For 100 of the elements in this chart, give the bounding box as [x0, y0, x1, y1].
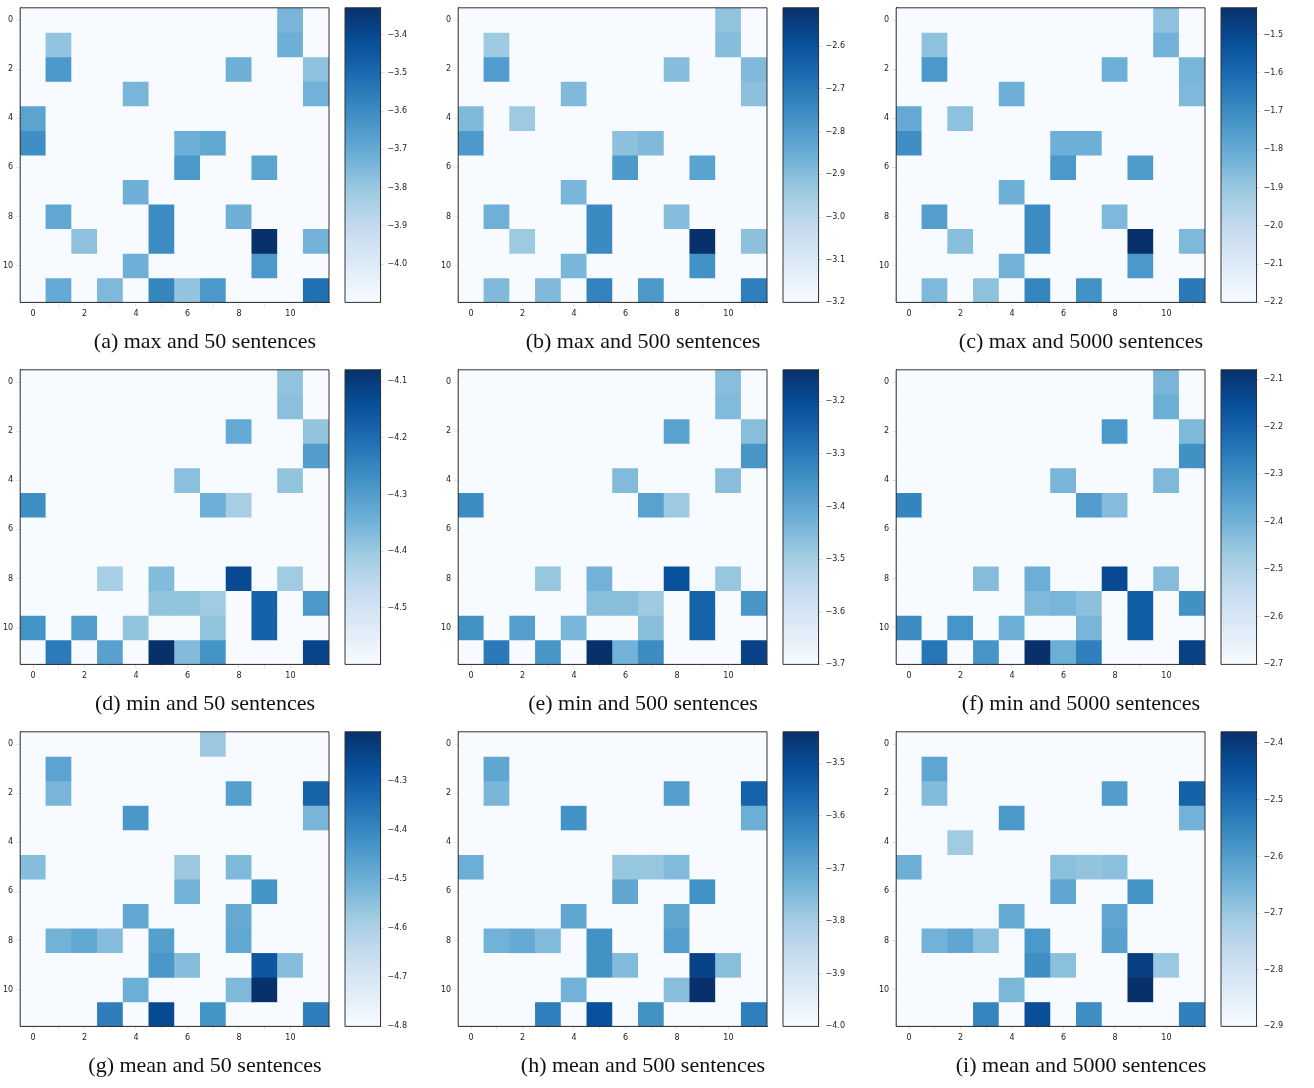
text: (c) max and 5000 sentences	[957, 328, 1205, 354]
color-bar-label: −3.7	[825, 659, 846, 669]
y-tick-label: 8	[8, 573, 14, 583]
x-tick-label: 4	[1009, 671, 1015, 681]
color-bar-label: −2.4	[1263, 516, 1284, 526]
y-tick-label: 4	[446, 475, 452, 485]
y-tick-label: 10	[878, 260, 890, 270]
x-tick-label: 4	[133, 1033, 139, 1043]
y-tick-label: 0	[8, 377, 14, 387]
color-bar-label: −2.8	[825, 126, 846, 136]
x-tick-label: 0	[468, 671, 474, 681]
color-bar-label: −2.5	[1263, 794, 1284, 804]
y-tick-label: 2	[884, 64, 890, 74]
x-tick-label: 10	[723, 1033, 734, 1043]
color-bar-label: −3.7	[387, 144, 408, 154]
x-tick-label: 6	[1060, 309, 1066, 319]
color-bar-label: −2.6	[1263, 851, 1284, 861]
x-tick-label: 2	[957, 671, 964, 681]
color-bar-label: −3.5	[825, 758, 846, 768]
y-tick-label: 0	[884, 15, 890, 25]
x-tick-label: 4	[571, 671, 577, 681]
color-bar-label: −2.7	[1263, 659, 1284, 669]
y-tick-label: 10	[878, 984, 890, 994]
y-tick-label: 2	[446, 64, 452, 74]
color-bar-label: −3.6	[387, 106, 408, 116]
x-tick-label: 8	[674, 1033, 680, 1043]
color-bar-label: −2.4	[1263, 738, 1284, 748]
y-tick-label: 8	[884, 573, 890, 583]
y-tick-label: 10	[2, 260, 14, 270]
x-tick-label: 10	[285, 1033, 296, 1043]
x-tick-label: 8	[1112, 309, 1118, 319]
x-tick-label: 10	[723, 309, 734, 319]
color-bar-label: −2.3	[1263, 469, 1284, 479]
y-tick-label: 8	[446, 935, 452, 945]
x-tick-label: 4	[1009, 309, 1015, 319]
color-bar-label: −4.1	[387, 376, 408, 386]
color-bar-label: −2.8	[1263, 964, 1284, 974]
color-bar-label: −2.2	[1263, 421, 1284, 431]
color-bar-label: −2.6	[1263, 611, 1284, 621]
color-bar-label: −2.1	[1263, 374, 1284, 384]
x-tick-label: 10	[285, 671, 296, 681]
color-bar-label: −3.8	[825, 916, 846, 926]
x-tick-label: 6	[622, 309, 628, 319]
color-bar-label: −4.5	[387, 602, 408, 612]
y-tick-label: 8	[884, 211, 890, 221]
color-bar-label: −4.0	[387, 259, 408, 269]
x-tick-label: 6	[184, 1033, 190, 1043]
x-tick-label: 0	[906, 671, 912, 681]
color-bar-label: −3.9	[825, 968, 846, 978]
y-tick-label: 6	[8, 524, 14, 534]
x-tick-label: 6	[184, 309, 190, 319]
x-tick-label: 8	[236, 1033, 242, 1043]
x-tick-label: 2	[957, 309, 964, 319]
y-tick-label: 4	[446, 837, 452, 847]
y-tick-label: 6	[884, 162, 890, 172]
x-tick-label: 2	[81, 309, 88, 319]
y-tick-label: 2	[884, 788, 890, 798]
color-bar-label: −3.1	[825, 254, 846, 264]
x-tick-label: 6	[622, 1033, 628, 1043]
y-tick-label: 4	[446, 113, 452, 123]
x-tick-label: 8	[674, 309, 680, 319]
y-tick-label: 0	[8, 15, 14, 25]
x-tick-label: 2	[519, 1033, 526, 1043]
x-tick-label: 8	[236, 671, 242, 681]
color-bar-label: −4.4	[387, 546, 408, 556]
color-bar-label: −3.2	[825, 297, 846, 307]
y-tick-label: 8	[884, 935, 890, 945]
color-bar-label: −1.9	[1263, 182, 1284, 192]
y-tick-label: 4	[8, 837, 14, 847]
text: (f) min and 5000 sentences	[960, 690, 1202, 716]
y-tick-label: 2	[446, 788, 452, 798]
color-bar-label: −2.5	[1263, 564, 1284, 574]
y-tick-label: 6	[884, 524, 890, 534]
y-tick-label: 4	[8, 113, 14, 123]
color-bar-label: −4.4	[387, 825, 408, 835]
color-bar-label: −3.2	[825, 396, 846, 406]
text: (d) min and 50 sentences	[94, 690, 316, 716]
color-bar-label: −3.7	[825, 863, 846, 873]
color-bar-label: −4.8	[387, 1021, 408, 1031]
x-tick-label: 6	[1060, 1033, 1066, 1043]
color-bar-label: −4.3	[387, 775, 408, 785]
text: (a) max and 50 sentences	[92, 328, 318, 354]
x-tick-label: 8	[1112, 1033, 1118, 1043]
y-tick-label: 10	[2, 984, 14, 994]
y-tick-label: 2	[8, 788, 14, 798]
x-tick-label: 4	[571, 1033, 577, 1043]
y-tick-label: 0	[446, 377, 452, 387]
y-tick-label: 6	[446, 886, 452, 896]
x-tick-label: 10	[1161, 1033, 1172, 1043]
text: (i) mean and 5000 sentences	[954, 1052, 1208, 1078]
color-bar-label: −4.7	[387, 972, 408, 982]
x-tick-label: 4	[1009, 1033, 1015, 1043]
y-tick-label: 6	[8, 886, 14, 896]
x-tick-label: 8	[674, 671, 680, 681]
y-tick-label: 8	[8, 935, 14, 945]
x-tick-label: 6	[622, 671, 628, 681]
y-tick-label: 10	[440, 622, 452, 632]
x-tick-label: 0	[468, 1033, 474, 1043]
x-tick-label: 4	[133, 671, 139, 681]
color-bar-label: −3.4	[387, 29, 408, 39]
